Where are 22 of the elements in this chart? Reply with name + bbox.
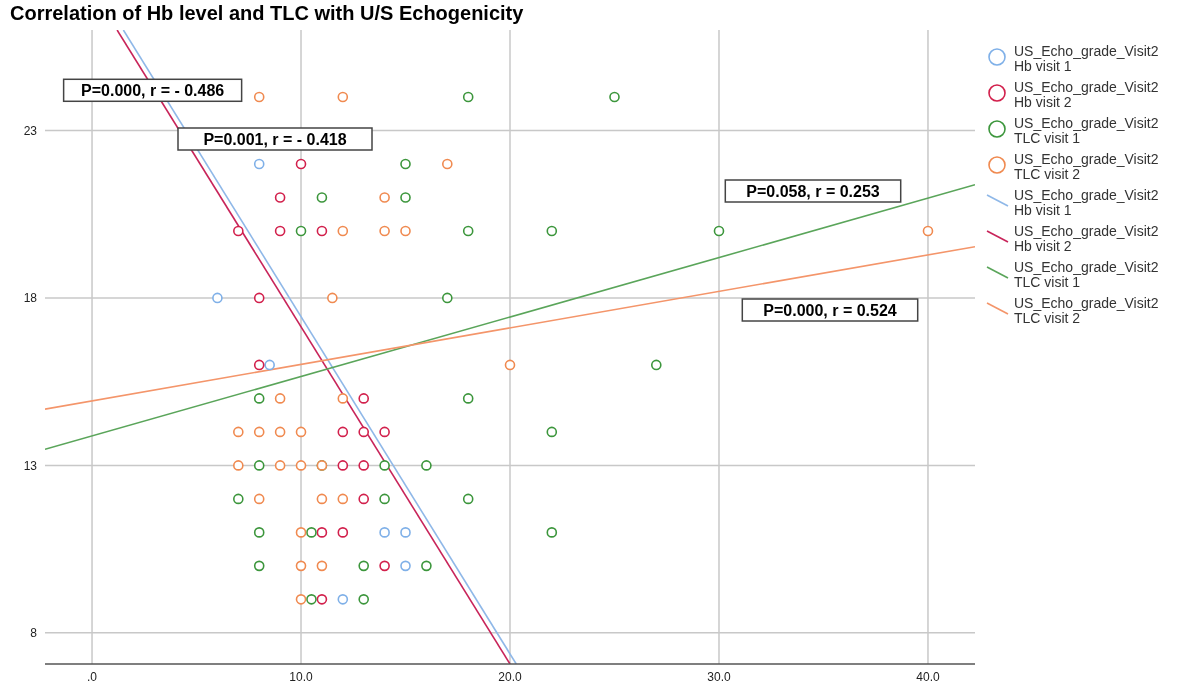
annotation: P=0.058, r = 0.253 (746, 183, 880, 200)
legend-label: US_Echo_grade_Visit2 Hb visit 1 (1014, 43, 1159, 74)
annotation: P=0.000, r = 0.524 (763, 302, 897, 319)
legend-label: US_Echo_grade_Visit2 TLC visit 1 (1014, 259, 1159, 290)
annotation: P=0.001, r = - 0.418 (203, 131, 347, 148)
legend-label: US_Echo_grade_Visit2 Hb visit 2 (1014, 223, 1159, 254)
y-tick-label: 23 (23, 123, 38, 138)
legend-label: US_Echo_grade_Visit2 Hb visit 2 (1014, 79, 1159, 110)
y-tick-label: 13 (23, 458, 38, 473)
legend-label: US_Echo_grade_Visit2 TLC visit 2 (1014, 295, 1159, 326)
x-tick-label: 30.0 (707, 669, 731, 684)
x-tick-label: 40.0 (916, 669, 940, 684)
x-tick-label: 20.0 (498, 669, 522, 684)
x-tick-label: 10.0 (289, 669, 314, 684)
legend-label: US_Echo_grade_Visit2 TLC visit 2 (1014, 151, 1159, 182)
legend-label: US_Echo_grade_Visit2 Hb visit 1 (1014, 187, 1159, 218)
x-tick-label: .0 (87, 669, 98, 684)
annotation: P=0.000, r = - 0.486 (81, 82, 225, 100)
chart-title: Correlation of Hb level and TLC with U/S Echogenicity (10, 2, 524, 25)
y-tick-label: 18 (23, 291, 38, 306)
y-tick-label: 8 (30, 626, 38, 641)
legend-label: US_Echo_grade_Visit2 TLC visit 1 (1014, 115, 1159, 146)
